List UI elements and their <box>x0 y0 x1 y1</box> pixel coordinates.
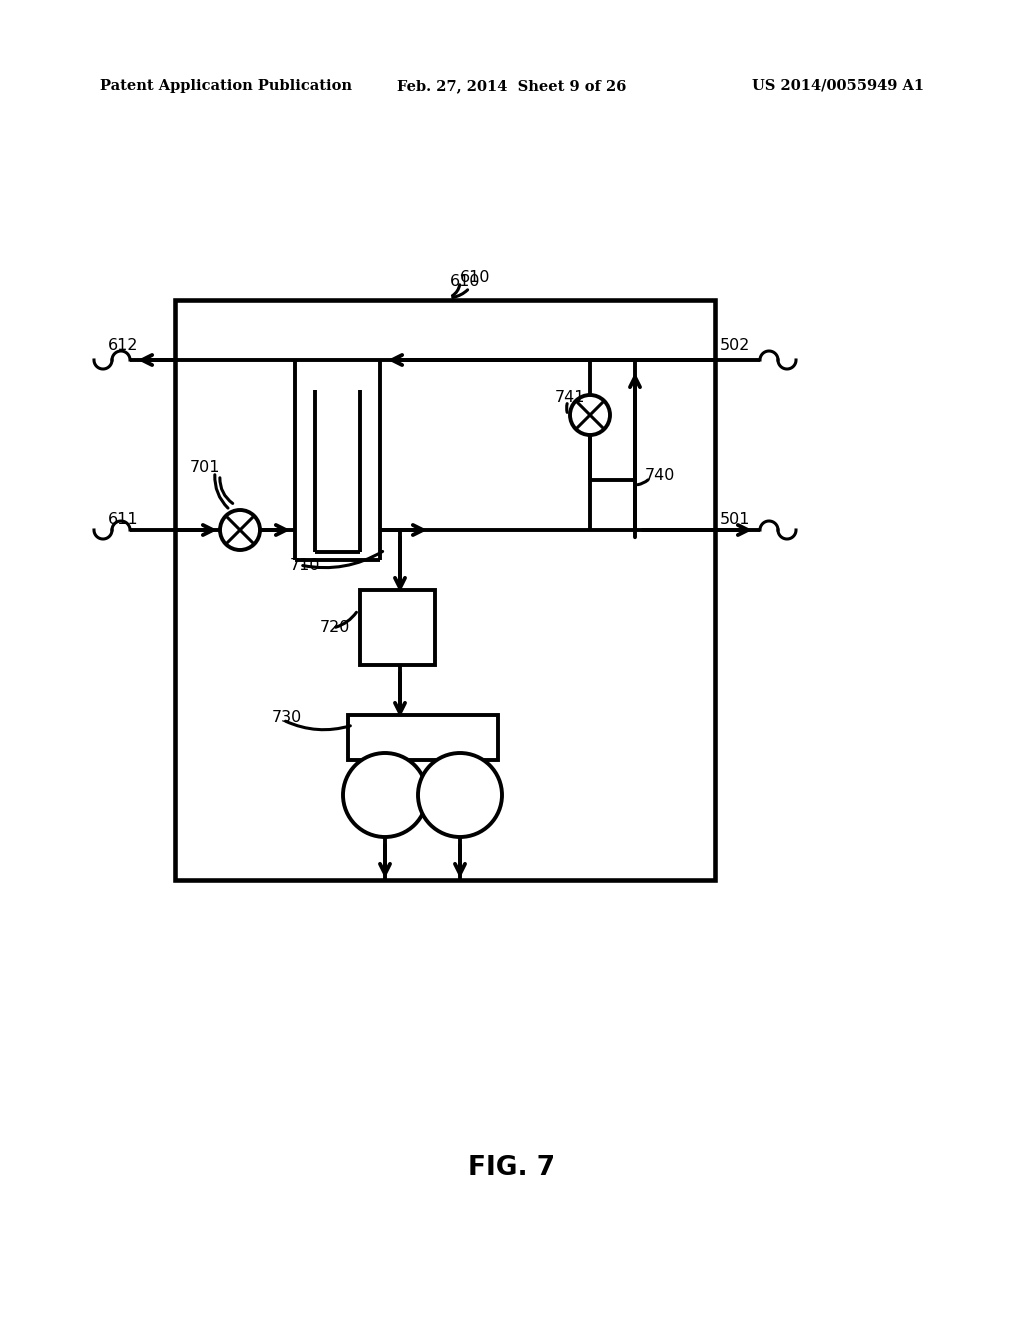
Text: 610: 610 <box>453 271 490 297</box>
Text: 720: 720 <box>319 620 350 635</box>
Text: 612: 612 <box>108 338 138 352</box>
Text: US 2014/0055949 A1: US 2014/0055949 A1 <box>752 79 924 92</box>
Bar <box>360 590 435 665</box>
Text: 701: 701 <box>190 461 220 475</box>
Text: 710: 710 <box>290 557 321 573</box>
Text: 740: 740 <box>645 467 676 483</box>
Bar <box>175 300 715 880</box>
Circle shape <box>220 510 260 550</box>
Circle shape <box>418 752 502 837</box>
Text: 610: 610 <box>450 275 480 289</box>
Bar <box>348 715 498 760</box>
Text: Feb. 27, 2014  Sheet 9 of 26: Feb. 27, 2014 Sheet 9 of 26 <box>397 79 627 92</box>
Circle shape <box>343 752 427 837</box>
Text: 730: 730 <box>272 710 302 726</box>
Circle shape <box>570 395 610 436</box>
Text: 741: 741 <box>555 391 586 405</box>
Text: Patent Application Publication: Patent Application Publication <box>100 79 352 92</box>
Text: 502: 502 <box>720 338 751 352</box>
Text: FIG. 7: FIG. 7 <box>468 1155 556 1181</box>
Text: 501: 501 <box>720 512 751 528</box>
Text: 611: 611 <box>108 512 138 528</box>
